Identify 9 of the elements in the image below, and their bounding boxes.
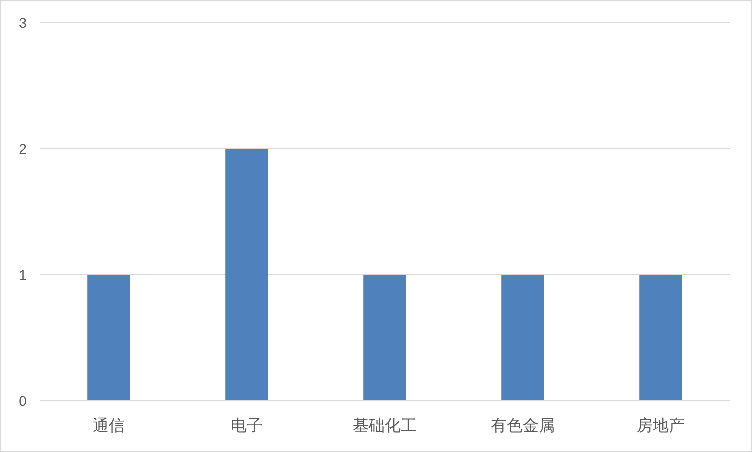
x-tick-label: 通信 <box>93 417 125 435</box>
y-tick-label: 2 <box>19 141 28 157</box>
x-tick-label: 基础化工 <box>353 417 417 435</box>
y-tick-label: 1 <box>19 267 28 283</box>
y-tick-label: 3 <box>19 15 28 31</box>
x-tick-label: 有色金属 <box>491 418 555 435</box>
x-tick-label: 房地产 <box>637 417 685 435</box>
y-tick-label: 0 <box>19 393 28 409</box>
x-tick-label: 电子 <box>231 417 263 435</box>
